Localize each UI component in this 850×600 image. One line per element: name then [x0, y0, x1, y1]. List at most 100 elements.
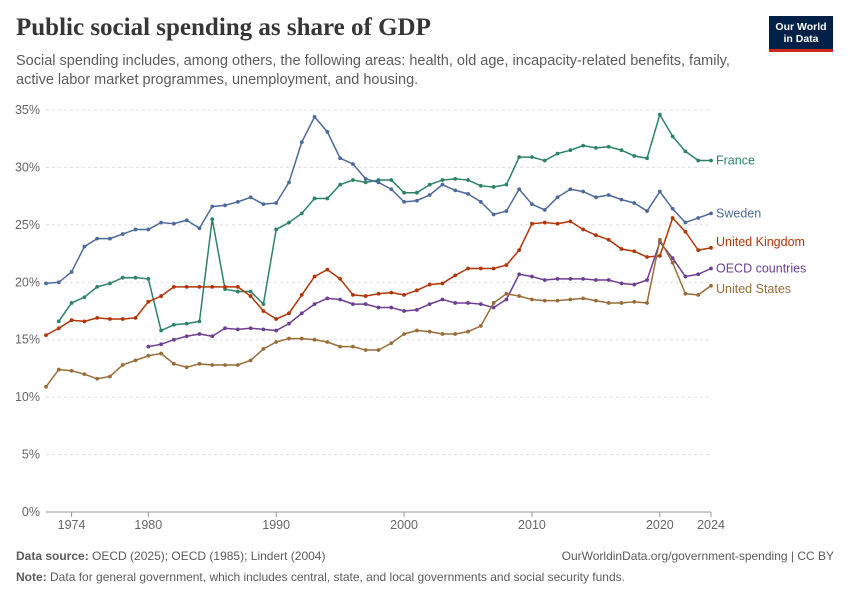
- data-point: [299, 311, 304, 316]
- note-text: Data for general government, which inclu…: [50, 570, 625, 584]
- x-axis-ticks: 1974 1980 1990 2000 2010 2020 2024: [46, 511, 725, 532]
- data-point: [619, 247, 624, 251]
- data-point: [274, 227, 279, 232]
- y-tick-label: 0%: [22, 505, 40, 519]
- data-point: [504, 297, 509, 302]
- data-point: [223, 203, 227, 208]
- data-point: [363, 180, 368, 185]
- data-point: [351, 178, 355, 182]
- data-point: [389, 290, 394, 295]
- data-point: [274, 328, 279, 333]
- data-point: [453, 332, 458, 336]
- data-point: [299, 293, 304, 297]
- data-point: [312, 274, 317, 279]
- series-label: United Kingdom: [716, 235, 805, 249]
- data-point: [363, 294, 368, 298]
- data-point: [120, 317, 125, 321]
- data-point: [440, 332, 445, 336]
- data-point: [82, 295, 87, 300]
- data-point: [555, 221, 560, 226]
- data-point: [44, 333, 48, 338]
- data-point: [120, 363, 125, 367]
- data-point: [108, 317, 112, 321]
- chart-title: Public social spending as share of GDP: [16, 14, 431, 41]
- data-point: [235, 363, 240, 367]
- data-point: [351, 162, 355, 166]
- data-point: [491, 212, 496, 217]
- data-point: [56, 319, 61, 324]
- data-point: [312, 302, 317, 307]
- logo-line-1: Our World: [775, 21, 827, 33]
- data-point: [325, 267, 330, 272]
- data-point: [184, 365, 189, 370]
- data-point: [338, 182, 343, 187]
- data-point: [466, 191, 470, 196]
- data-point: [197, 284, 202, 289]
- data-point: [606, 278, 611, 282]
- series-oecd-countries[interactable]: [146, 240, 713, 349]
- data-point: [657, 253, 662, 258]
- series-united-kingdom[interactable]: [44, 216, 713, 338]
- data-point: [146, 227, 151, 232]
- data-point: [69, 270, 74, 274]
- series-sweden[interactable]: [44, 114, 713, 286]
- data-point: [670, 260, 675, 265]
- data-point: [159, 294, 164, 298]
- data-point: [171, 284, 176, 289]
- data-point: [325, 340, 330, 344]
- x-tick-label: 2010: [518, 518, 546, 532]
- y-tick-label: 5%: [22, 448, 40, 462]
- data-point: [235, 284, 240, 289]
- data-point: [517, 248, 522, 253]
- data-point: [670, 216, 675, 220]
- data-point: [645, 255, 649, 259]
- data-point: [248, 195, 253, 200]
- data-point: [530, 274, 534, 279]
- data-point: [414, 288, 419, 293]
- data-point: [159, 220, 164, 225]
- data-point: [491, 185, 496, 189]
- data-point: [299, 211, 304, 216]
- data-point: [440, 182, 445, 187]
- data-point: [376, 348, 381, 352]
- data-point: [594, 233, 598, 238]
- data-point: [542, 220, 547, 225]
- data-point: [632, 299, 637, 304]
- data-point: [594, 298, 598, 303]
- data-point: [530, 155, 534, 159]
- data-source: Data source: OECD (2025); OECD (1985); L…: [16, 549, 325, 563]
- data-point: [542, 298, 547, 303]
- data-point: [606, 237, 611, 242]
- series-france[interactable]: [56, 112, 713, 333]
- data-point: [709, 245, 713, 250]
- data-point: [159, 342, 164, 347]
- series-united-states[interactable]: [44, 237, 713, 389]
- data-point: [427, 302, 432, 307]
- data-point: [453, 188, 458, 193]
- owid-logo[interactable]: Our World in Data: [769, 16, 833, 52]
- data-point: [453, 177, 458, 181]
- data-point: [581, 296, 586, 301]
- data-point: [376, 180, 381, 185]
- data-point: [82, 244, 87, 249]
- data-point: [594, 195, 598, 200]
- data-point: [427, 193, 432, 197]
- data-point: [594, 146, 598, 150]
- data-point: [517, 272, 522, 277]
- y-tick-label: 10%: [15, 390, 40, 404]
- data-point: [95, 236, 100, 241]
- data-source-label: Data source:: [16, 549, 89, 563]
- data-point: [235, 289, 240, 294]
- source-link[interactable]: OurWorldinData.org/government-spending |…: [561, 549, 834, 563]
- data-point: [108, 374, 112, 379]
- data-point: [478, 302, 483, 307]
- data-point: [517, 294, 522, 298]
- data-point: [69, 301, 74, 305]
- data-point: [427, 282, 432, 287]
- data-point: [645, 209, 649, 213]
- data-point: [376, 305, 381, 310]
- data-point: [389, 341, 394, 346]
- data-point: [108, 281, 112, 286]
- data-point: [133, 227, 138, 232]
